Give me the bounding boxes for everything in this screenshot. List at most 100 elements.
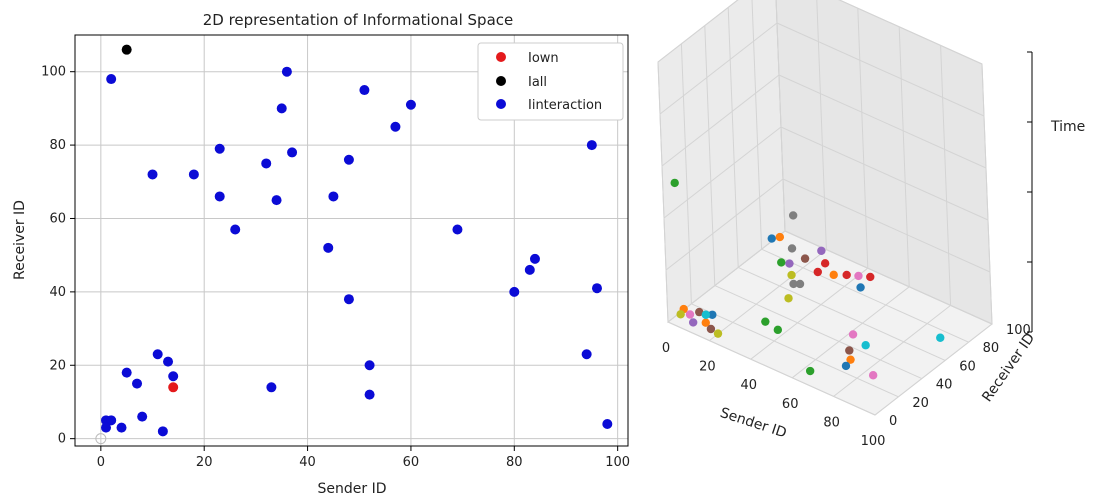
data-point-3d (842, 270, 851, 280)
plot-frame (74, 34, 629, 447)
data-point-3d (829, 270, 838, 280)
data-point (452, 224, 463, 235)
data-point-3d (813, 267, 822, 277)
y-tick-label: 20 (49, 358, 66, 373)
points-2d (95, 44, 613, 445)
data-point (529, 253, 540, 264)
left-gridline-y (657, 61, 669, 323)
data-point-3d (848, 330, 858, 339)
data-point-3d (789, 279, 798, 289)
data-point (343, 154, 354, 165)
left-gridline-z (663, 126, 782, 219)
data-point (390, 121, 401, 132)
data-point (586, 140, 597, 151)
data-point-3d (868, 371, 878, 380)
x-tick-label-3d: 0 (662, 341, 670, 356)
data-point (602, 418, 613, 429)
data-point (147, 169, 158, 180)
x-tick-label: 60 (403, 455, 420, 470)
data-point (405, 99, 416, 110)
data-point-3d (787, 244, 797, 253)
data-point (163, 356, 174, 367)
y-axis-label: Receiver ID (12, 200, 28, 280)
data-point (271, 195, 282, 206)
data-point (364, 389, 375, 400)
data-point (524, 264, 535, 275)
legend-marker-iown (496, 52, 506, 62)
floor-gridline-y (714, 285, 923, 380)
data-point-3d (706, 324, 716, 334)
scatter-2d: 2D representation of Informational Space… (12, 11, 630, 497)
x-tick-label: 40 (299, 455, 316, 470)
y-tick-label-3d: 100 (1006, 323, 1031, 338)
data-point (581, 349, 592, 360)
data-point (137, 411, 148, 422)
data-point-3d (701, 310, 711, 319)
left-gridline-y (704, 25, 716, 286)
data-point-3d (856, 283, 865, 292)
data-point-3d (788, 211, 798, 220)
y-tick-label-3d: 40 (936, 378, 953, 393)
data-point (343, 294, 354, 305)
data-point (323, 242, 334, 253)
y-tick-label: 100 (41, 65, 66, 80)
back-gridline-z (778, 74, 987, 169)
data-point (509, 286, 520, 297)
legend-label-iown: Iown (528, 51, 559, 66)
data-point-3d (775, 232, 785, 242)
legend-label-iall: Iall (528, 75, 547, 90)
x-axis-label-3d: Sender ID (718, 405, 789, 442)
data-point-3d (713, 329, 723, 338)
data-point (261, 158, 272, 169)
data-point (168, 382, 179, 393)
y-tick-label: 40 (49, 285, 66, 300)
data-point-3d (685, 310, 695, 319)
floor-gridline-x (709, 249, 827, 341)
data-point-3d (761, 317, 770, 326)
data-point (106, 415, 117, 426)
floor-gridline-x (750, 267, 869, 360)
data-point (121, 44, 132, 55)
left-gridline-y (775, 0, 786, 232)
chart-title: 2D representation of Informational Space (203, 11, 514, 29)
data-point-3d (854, 271, 863, 281)
back-gridline-x (940, 45, 952, 306)
data-point (230, 224, 241, 235)
y-tick-label: 60 (49, 211, 66, 226)
ticks-2d: 0 20 40 60 80 100 0 20 40 60 80 100 (41, 65, 630, 470)
legend: Iown Iall Iinteraction (477, 42, 624, 121)
z-axis-label-3d: Time (1050, 119, 1085, 135)
data-point-3d (861, 341, 870, 350)
back-gridline-z (784, 230, 993, 325)
x-tick-label: 0 (97, 455, 105, 470)
data-point-3d (787, 270, 796, 280)
data-point (188, 169, 199, 180)
data-point (116, 422, 127, 433)
x-tick-label-3d: 60 (782, 397, 799, 412)
data-point (328, 191, 339, 202)
data-point-3d (845, 346, 854, 355)
legend-marker-iinteraction (496, 99, 506, 109)
y-tick-label-3d: 60 (959, 359, 976, 374)
y-tick-label-3d: 20 (912, 396, 929, 411)
floor-gridline-x (874, 323, 993, 416)
data-point (157, 426, 168, 437)
y-tick-label-3d: 0 (889, 414, 897, 429)
y-tick-label: 80 (49, 138, 66, 153)
data-point (101, 422, 112, 433)
x-tick-label: 100 (605, 455, 630, 470)
left-gridline-y (680, 43, 692, 304)
floor-gridline-y (691, 303, 899, 398)
floor-gridline-y (667, 321, 876, 416)
back-gridline-z (780, 126, 989, 221)
data-point-3d (800, 254, 810, 263)
back-gridline-x (981, 63, 993, 325)
left-gridline-z (661, 74, 780, 167)
data-point (266, 382, 277, 393)
data-point (132, 378, 143, 389)
back-gridline-x (898, 26, 910, 287)
x-tick-label: 20 (196, 455, 213, 470)
data-point-3d (846, 355, 855, 364)
back-gridline-x (857, 8, 869, 269)
